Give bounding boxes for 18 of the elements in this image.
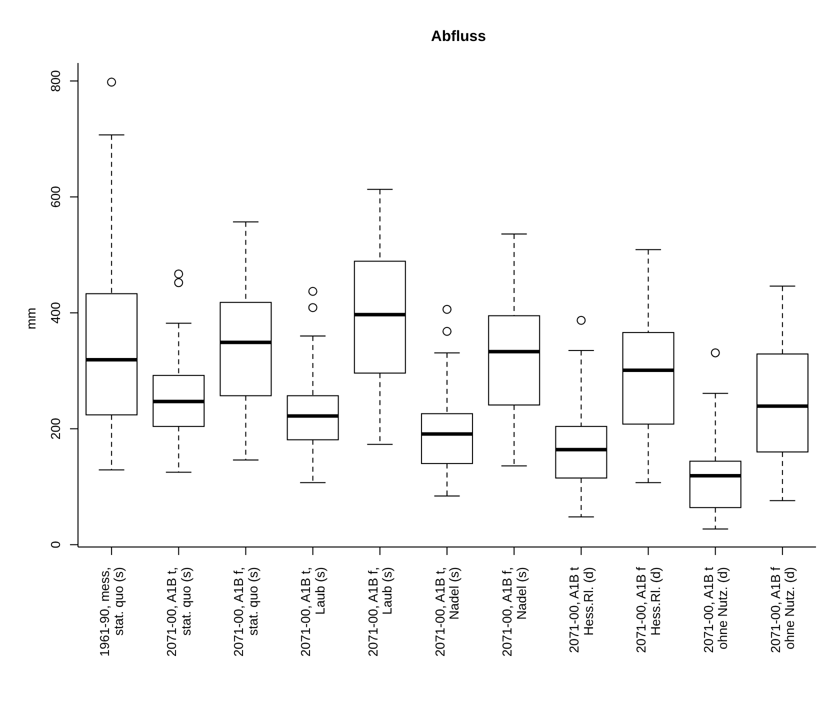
chart-title: Abfluss	[430, 28, 487, 45]
x-tick-label: 2071-00, A1B t, stat. quo (s)	[164, 567, 194, 657]
x-tick-label: 2071-00, A1B f, stat. quo (s)	[231, 567, 260, 657]
x-tick-label: 2071-00, A1B f, Nadel (s)	[499, 567, 529, 657]
y-axis-title: mm	[23, 307, 38, 329]
x-tick-label: 2071-00, A1B f Hess.Rl. (d)	[634, 566, 663, 654]
x-tick-label: 2071-00, A1B t ohne Nutz. (d)	[700, 566, 730, 654]
x-tick-label: 2071-00, A1B t Hess.Rl. (d)	[566, 566, 596, 654]
x-tick-label: 2071-00, A1B t, Laub (s)	[298, 567, 328, 657]
y-tick-label: 0	[48, 541, 63, 548]
x-tick-label: 2071-00, A1B t, Nadel (s)	[432, 567, 462, 657]
x-tick-label: 1961-90, mess, stat. quo (s)	[96, 567, 126, 657]
y-tick-label: 200	[48, 418, 63, 440]
x-tick-label: 2071-00, A1B f, Laub (s)	[365, 567, 395, 657]
y-tick-label: 400	[48, 302, 63, 324]
y-tick-label: 600	[48, 186, 63, 208]
y-tick-label: 800	[48, 70, 63, 92]
x-tick-label: 2071-00, A1B f ohne Nutz. (d)	[768, 566, 798, 654]
